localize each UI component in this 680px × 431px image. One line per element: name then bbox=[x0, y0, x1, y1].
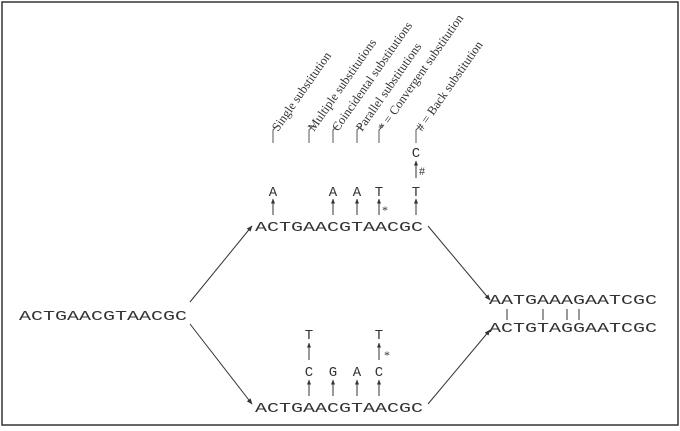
upper-sub-a1: A bbox=[269, 185, 278, 201]
leader-convergent bbox=[378, 124, 385, 143]
leader-back bbox=[415, 124, 422, 143]
label-back-substitution: # = Back substitution bbox=[413, 38, 486, 134]
lower-sub-t1: T bbox=[305, 328, 313, 344]
lower-sub-c2: C bbox=[375, 365, 383, 381]
aligned-sequence-bottom: ACTGTAGGAATCGC bbox=[489, 321, 657, 337]
leader-parallel bbox=[356, 124, 363, 143]
branch-arrows bbox=[189, 225, 491, 405]
leader-coincidental bbox=[332, 124, 339, 143]
arrow-lower-to-alignment bbox=[427, 329, 491, 405]
leader-lines bbox=[272, 124, 422, 143]
lower-sub-a1: A bbox=[353, 365, 362, 381]
lower-sequence: ACTGAACGTAACGC bbox=[255, 401, 423, 417]
upper-sequence: ACTGAACGTAACGC bbox=[255, 220, 423, 236]
alignment-mismatch-bars bbox=[506, 309, 580, 320]
label-group: Single substitution Multiple substitutio… bbox=[269, 11, 486, 134]
upper-back-c: C bbox=[412, 146, 420, 162]
arrow-ancestor-to-upper bbox=[189, 225, 253, 303]
arrow-ancestor-to-lower bbox=[189, 323, 253, 405]
leader-multiple bbox=[308, 124, 315, 143]
back-hash: # bbox=[419, 164, 425, 178]
convergent-star-upper: * bbox=[382, 203, 388, 217]
lower-sub-t2: T bbox=[375, 328, 383, 344]
upper-sub-a3: A bbox=[353, 185, 362, 201]
ancestral-sequence: ACTGAACGTAACGC bbox=[19, 309, 187, 325]
upper-sub-arrows bbox=[271, 160, 418, 215]
lower-sub-arrows bbox=[307, 342, 381, 396]
upper-sub-t1: T bbox=[375, 185, 383, 201]
convergent-star-lower: * bbox=[384, 348, 390, 362]
arrow-upper-to-alignment bbox=[427, 225, 491, 301]
upper-sub-t2: T bbox=[412, 185, 420, 201]
leader-single bbox=[272, 124, 279, 143]
lower-sub-g1: G bbox=[329, 365, 337, 381]
aligned-sequence-top: AATGAAAGAATCGC bbox=[489, 293, 657, 309]
upper-sub-a2: A bbox=[329, 185, 338, 201]
lower-sub-c1: C bbox=[305, 365, 313, 381]
